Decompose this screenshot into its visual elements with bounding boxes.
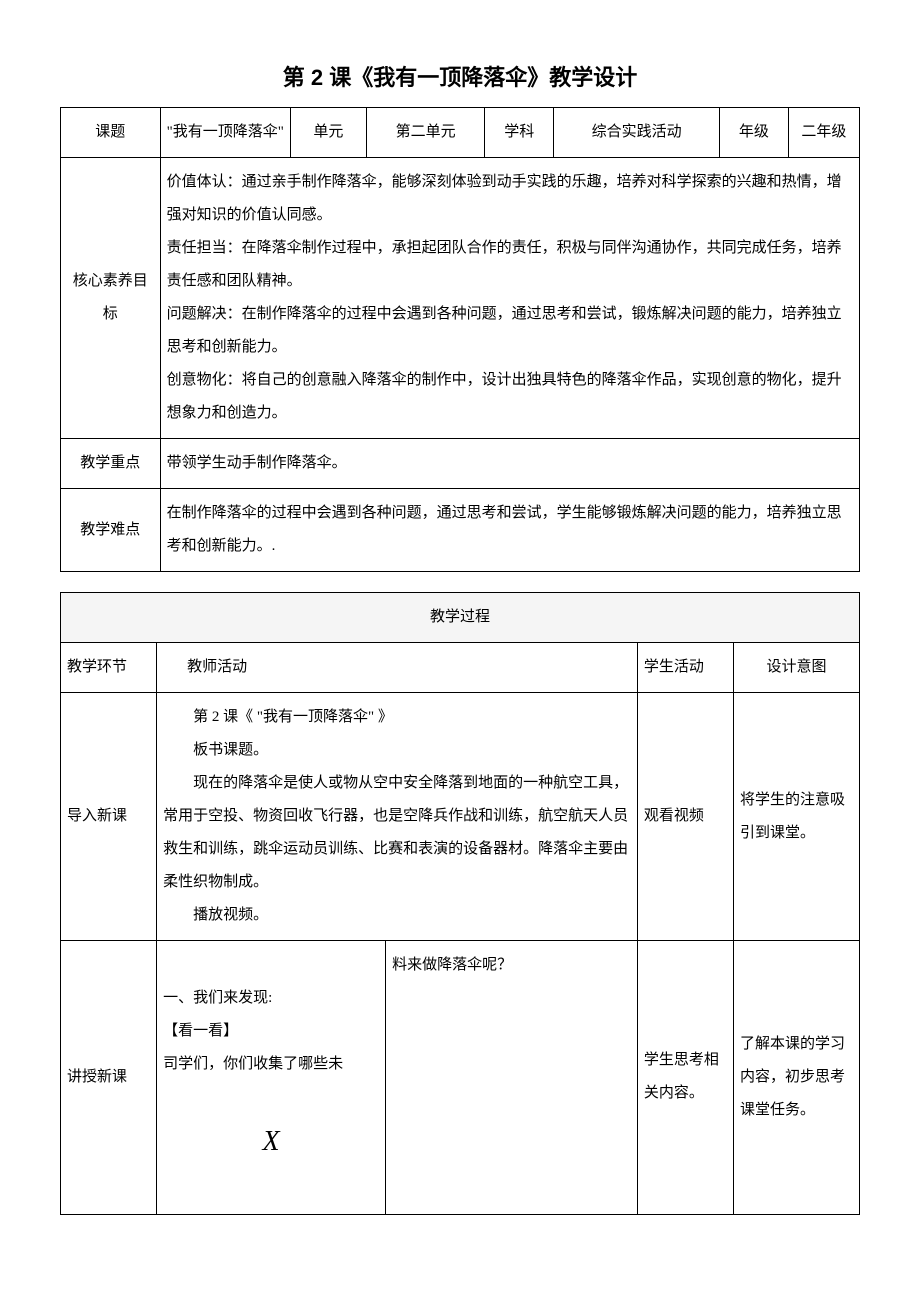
page-title: 第 2 课《我有一顶降落伞》教学设计 bbox=[60, 60, 860, 92]
table-caption-row: 教学过程 bbox=[61, 593, 860, 643]
student-teach: 学生思考相关内容。 bbox=[637, 941, 733, 1215]
process-caption: 教学过程 bbox=[61, 593, 860, 643]
table-row: 讲授新课 一、我们来发现: 【看一看】 司学们，你们收集了哪些未 X 料来做降落… bbox=[61, 941, 860, 1215]
value-topic: "我有一顶降落伞" bbox=[160, 108, 290, 158]
table-row: 教学重点 带领学生动手制作降落伞。 bbox=[61, 439, 860, 489]
value-keypoint: 带领学生动手制作降落伞。 bbox=[160, 439, 859, 489]
student-intro: 观看视频 bbox=[637, 693, 733, 941]
label-keypoint: 教学重点 bbox=[61, 439, 161, 489]
intent-intro: 将学生的注意吸引到课堂。 bbox=[734, 693, 860, 941]
teacher-teach-a: 一、我们来发现: 【看一看】 司学们，你们收集了哪些未 X bbox=[157, 941, 386, 1215]
col-student: 学生活动 bbox=[637, 643, 733, 693]
table-row: 核心素养目标 价值体认：通过亲手制作降落伞，能够深刻体验到动手实践的乐趣，培养对… bbox=[61, 158, 860, 439]
process-table: 教学过程 教学环节 教师活动 学生活动 设计意图 导入新课 第 2 课《 "我有… bbox=[60, 592, 860, 1215]
table-row: 导入新课 第 2 课《 "我有一顶降落伞" 》 板书课题。 现在的降落伞是使人或… bbox=[61, 693, 860, 941]
label-grade: 年级 bbox=[720, 108, 789, 158]
teacher-teach-b: 料来做降落伞呢？ bbox=[386, 941, 638, 1215]
info-table: 课题 "我有一顶降落伞" 单元 第二单元 学科 综合实践活动 年级 二年级 核心… bbox=[60, 107, 860, 572]
col-teacher: 教师活动 bbox=[157, 643, 638, 693]
col-phase: 教学环节 bbox=[61, 643, 157, 693]
formula-x: X bbox=[163, 1111, 379, 1173]
label-difficulty: 教学难点 bbox=[61, 489, 161, 572]
teacher-intro: 第 2 课《 "我有一顶降落伞" 》 板书课题。 现在的降落伞是使人或物从空中安… bbox=[157, 693, 638, 941]
phase-intro: 导入新课 bbox=[61, 693, 157, 941]
label-core: 核心素养目标 bbox=[61, 158, 161, 439]
value-unit: 第二单元 bbox=[366, 108, 485, 158]
value-core: 价值体认：通过亲手制作降落伞，能够深刻体验到动手实践的乐趣，培养对科学探索的兴趣… bbox=[160, 158, 859, 439]
table-row: 课题 "我有一顶降落伞" 单元 第二单元 学科 综合实践活动 年级 二年级 bbox=[61, 108, 860, 158]
value-difficulty: 在制作降落伞的过程中会遇到各种问题，通过思考和尝试，学生能够锻炼解决问题的能力，… bbox=[160, 489, 859, 572]
value-grade: 二年级 bbox=[788, 108, 859, 158]
phase-teach: 讲授新课 bbox=[61, 941, 157, 1215]
table-header-row: 教学环节 教师活动 学生活动 设计意图 bbox=[61, 643, 860, 693]
col-intent: 设计意图 bbox=[734, 643, 860, 693]
intent-teach: 了解本课的学习内容，初步思考课堂任务。 bbox=[734, 941, 860, 1215]
table-row: 教学难点 在制作降落伞的过程中会遇到各种问题，通过思考和尝试，学生能够锻炼解决问… bbox=[61, 489, 860, 572]
label-subject: 学科 bbox=[485, 108, 554, 158]
label-topic: 课题 bbox=[61, 108, 161, 158]
teacher-teach-a-text: 一、我们来发现: 【看一看】 司学们，你们收集了哪些未 bbox=[163, 990, 343, 1072]
label-unit: 单元 bbox=[290, 108, 366, 158]
value-subject: 综合实践活动 bbox=[554, 108, 720, 158]
